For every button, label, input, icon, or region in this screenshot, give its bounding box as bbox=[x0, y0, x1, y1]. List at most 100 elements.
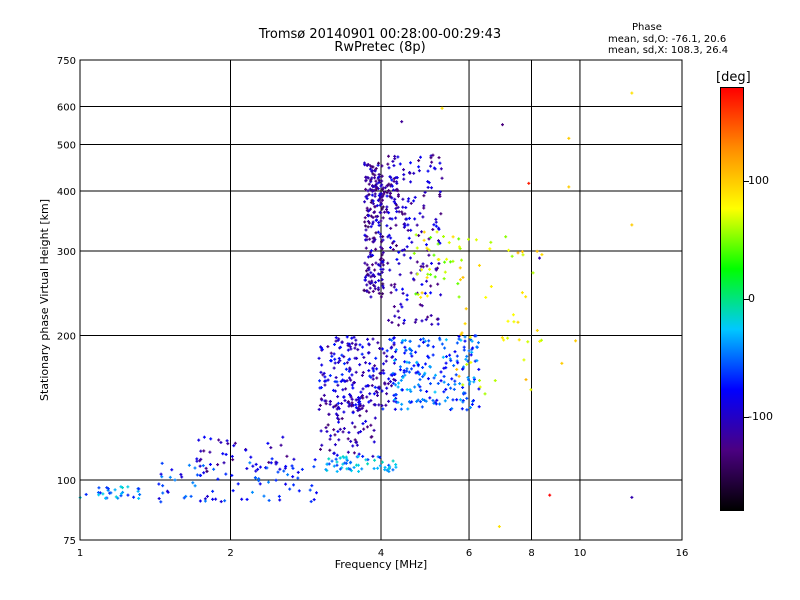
data-point-F2-spike bbox=[363, 233, 367, 237]
data-point-F2-wide bbox=[391, 159, 395, 163]
data-point-X-trace bbox=[461, 385, 465, 389]
data-point-X-upper bbox=[412, 251, 416, 255]
data-point-F2-upper bbox=[366, 189, 370, 193]
data-point-X-trace bbox=[466, 376, 470, 380]
data-point-X-trace bbox=[442, 380, 446, 384]
data-point-E-trace bbox=[198, 499, 202, 503]
data-point-F1-low bbox=[320, 363, 324, 367]
data-point-F1-low bbox=[370, 384, 374, 388]
data-point-F-rise bbox=[350, 401, 354, 405]
data-point-X-trace bbox=[410, 349, 414, 353]
data-point-mid-band bbox=[338, 467, 342, 471]
data-point-scatter-high bbox=[516, 320, 520, 324]
data-point-F-rise bbox=[364, 419, 368, 423]
data-point-F1-low bbox=[349, 378, 353, 382]
data-point-F2-spike bbox=[381, 235, 385, 239]
y-axis-label: Stationary phase Virtual Height [km] bbox=[38, 199, 51, 401]
data-point-X-trace bbox=[441, 355, 445, 359]
data-point-F2-wide bbox=[387, 318, 391, 322]
data-point-F1-low bbox=[350, 397, 354, 401]
data-point-scatter-high bbox=[531, 271, 535, 275]
data-point-F2-spike bbox=[369, 200, 373, 204]
data-point-F2-wide bbox=[409, 256, 413, 260]
data-point-F2-wide bbox=[438, 161, 442, 165]
data-point-low-E bbox=[113, 488, 117, 492]
colorbar-tick-label: 0 bbox=[748, 292, 755, 305]
data-point-F2-spike bbox=[364, 175, 368, 179]
data-point-mid-band bbox=[324, 467, 328, 471]
data-point-F2-wide bbox=[409, 180, 413, 184]
data-point-X-upper bbox=[415, 246, 419, 250]
data-point-F2-spike bbox=[367, 280, 371, 284]
data-point-E-trace bbox=[313, 458, 317, 462]
x-tick-label: 6 bbox=[466, 548, 472, 559]
data-point-F2-spike bbox=[381, 282, 385, 286]
data-point-scatter-high bbox=[507, 248, 511, 252]
data-point-F2-wide bbox=[431, 227, 435, 231]
data-point-F-rise bbox=[333, 443, 337, 447]
data-point-mid-band bbox=[338, 456, 342, 460]
data-point-F2-wide bbox=[436, 322, 440, 326]
data-point-F2-spike bbox=[379, 245, 383, 249]
data-point-F2-wide bbox=[394, 223, 398, 227]
data-point-F-rise bbox=[319, 447, 323, 451]
data-point-X-trace bbox=[421, 340, 425, 344]
data-point-F2-upper bbox=[375, 182, 379, 186]
data-point-F2-upper bbox=[376, 198, 380, 202]
data-point-outlier bbox=[574, 339, 578, 343]
data-point-scatter-high bbox=[524, 295, 528, 299]
data-point-F2-wide bbox=[425, 279, 429, 283]
data-point-F2-upper bbox=[391, 188, 395, 192]
data-point-scatter-high bbox=[484, 295, 488, 299]
data-point-F2-wide bbox=[409, 201, 413, 205]
data-point-F2-wide bbox=[406, 228, 410, 232]
data-point-X-upper bbox=[442, 277, 446, 281]
data-point-F2-spike bbox=[381, 205, 385, 209]
data-point-X-trace bbox=[416, 370, 420, 374]
data-point-F2-wide bbox=[426, 185, 430, 189]
data-point-scatter-high bbox=[524, 378, 528, 382]
data-point-Es-patches bbox=[202, 435, 206, 439]
data-point-X-trace bbox=[428, 364, 432, 368]
data-point-F1-low bbox=[373, 403, 377, 407]
data-point-F-rise bbox=[373, 416, 377, 420]
data-point-X-trace bbox=[461, 400, 465, 404]
data-point-X-trace bbox=[457, 334, 461, 338]
data-point-X-trace bbox=[428, 396, 432, 400]
data-point-scatter-high bbox=[506, 336, 510, 340]
data-point-F1-low bbox=[385, 386, 389, 390]
data-point-low-E bbox=[109, 491, 113, 495]
data-point-F2-spike bbox=[371, 220, 375, 224]
data-point-scatter-high bbox=[493, 379, 497, 383]
data-point-X-trace bbox=[420, 405, 424, 409]
data-point-mid-band bbox=[357, 469, 361, 473]
data-point-Es-patches bbox=[278, 467, 282, 471]
data-point-E-trace bbox=[205, 494, 209, 498]
data-point-F-rise bbox=[332, 428, 336, 432]
data-point-X-trace bbox=[451, 398, 455, 402]
data-point-F2-spike bbox=[368, 164, 372, 168]
data-point-X-trace bbox=[456, 361, 460, 365]
data-point-F2-upper bbox=[382, 190, 386, 194]
data-point-X-trace bbox=[475, 359, 479, 363]
data-point-F1-low bbox=[328, 374, 332, 378]
data-point-E-trace bbox=[251, 464, 255, 468]
data-point-scatter-high bbox=[502, 338, 506, 342]
data-point-F2-wide bbox=[387, 166, 391, 170]
data-point-F2-wide bbox=[407, 236, 411, 240]
data-point-F-rise bbox=[356, 409, 360, 413]
data-point-E-trace bbox=[248, 461, 252, 465]
data-point-F2-spike bbox=[364, 224, 368, 228]
data-point-X-trace bbox=[400, 341, 404, 345]
data-point-E-trace bbox=[224, 472, 228, 476]
data-point-Es-patches bbox=[231, 458, 235, 462]
data-point-X-upper bbox=[460, 258, 464, 262]
data-point-X-upper bbox=[429, 235, 433, 239]
data-point-F2-wide bbox=[421, 265, 425, 269]
data-point-F1-low bbox=[356, 348, 360, 352]
data-point-X-trace bbox=[462, 345, 466, 349]
data-point-F2-spike bbox=[381, 286, 385, 290]
data-point-X-trace bbox=[391, 381, 395, 385]
data-point-scatter-high bbox=[468, 335, 472, 339]
data-point-X-upper bbox=[428, 267, 432, 271]
